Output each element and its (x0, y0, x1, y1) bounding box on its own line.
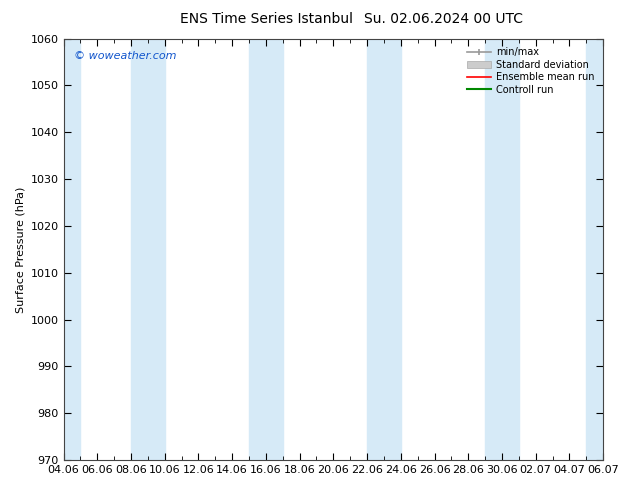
Bar (131, 39, 165, 460)
Bar (249, 39, 283, 460)
Text: © woweather.com: © woweather.com (74, 51, 177, 61)
Bar (63, 39, 81, 460)
Text: ENS Time Series Istanbul: ENS Time Series Istanbul (180, 12, 353, 26)
Legend: min/max, Standard deviation, Ensemble mean run, Controll run: min/max, Standard deviation, Ensemble me… (463, 44, 598, 98)
Bar (367, 39, 401, 460)
Bar (586, 39, 603, 460)
Text: Su. 02.06.2024 00 UTC: Su. 02.06.2024 00 UTC (365, 12, 523, 26)
Y-axis label: Surface Pressure (hPa): Surface Pressure (hPa) (15, 186, 25, 313)
Bar (485, 39, 519, 460)
